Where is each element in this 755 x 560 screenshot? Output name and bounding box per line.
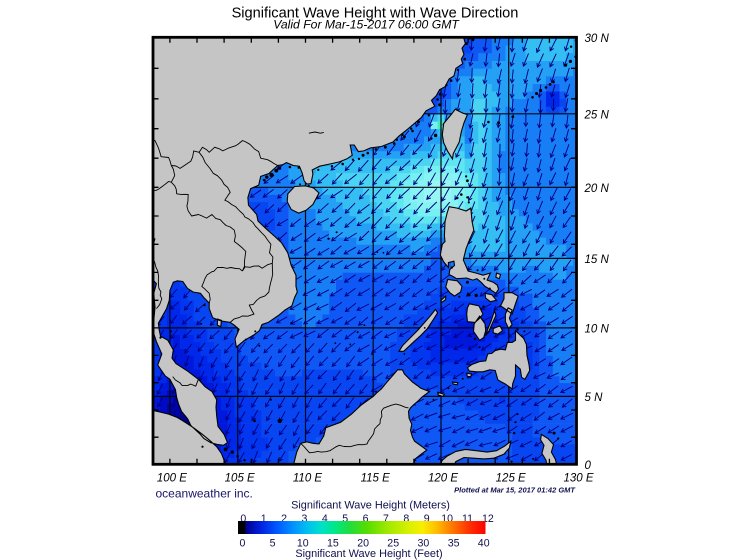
svg-text:5: 5 (270, 538, 276, 550)
svg-text:8: 8 (403, 513, 409, 525)
svg-text:40: 40 (478, 538, 490, 550)
svg-text:10: 10 (441, 513, 453, 525)
svg-text:15 N: 15 N (585, 254, 610, 266)
svg-text:11: 11 (462, 513, 473, 525)
svg-text:115 E: 115 E (361, 473, 391, 485)
svg-text:0: 0 (240, 538, 246, 550)
svg-text:Significant Wave Height with W: Significant Wave Height with Wave Direct… (232, 6, 519, 22)
svg-text:Plotted at Mar 15, 2017 01:42: Plotted at Mar 15, 2017 01:42 GMT (454, 486, 576, 495)
svg-text:1: 1 (261, 513, 267, 525)
svg-text:Significant Wave Height (Feet): Significant Wave Height (Feet) (295, 548, 442, 560)
svg-text:30: 30 (418, 538, 430, 550)
svg-text:7: 7 (383, 513, 389, 525)
svg-text:125 E: 125 E (496, 473, 526, 485)
svg-text:100 E: 100 E (157, 473, 187, 485)
svg-text:15: 15 (327, 538, 339, 550)
svg-text:105 E: 105 E (225, 473, 255, 485)
svg-text:0: 0 (240, 513, 246, 525)
svg-text:6: 6 (363, 513, 369, 525)
svg-text:Valid For Mar-15-2017 06:00 GM: Valid For Mar-15-2017 06:00 GMT (273, 18, 460, 32)
svg-text:12: 12 (482, 513, 494, 525)
svg-text:25 N: 25 N (584, 109, 610, 121)
svg-text:5: 5 (342, 513, 348, 525)
svg-text:10: 10 (297, 538, 309, 550)
svg-text:oceanweather inc.: oceanweather inc. (156, 487, 253, 501)
svg-text:0: 0 (585, 460, 592, 472)
svg-text:2: 2 (281, 513, 287, 525)
svg-text:20: 20 (357, 538, 369, 550)
svg-text:4: 4 (322, 513, 328, 525)
svg-text:5 N: 5 N (585, 392, 604, 404)
svg-text:130 E: 130 E (563, 473, 593, 485)
svg-text:Significant Wave Height (Meter: Significant Wave Height (Meters) (291, 500, 450, 512)
svg-text:30 N: 30 N (585, 33, 610, 45)
svg-text:3: 3 (301, 513, 307, 525)
svg-text:110 E: 110 E (293, 473, 323, 485)
svg-text:35: 35 (448, 538, 460, 550)
svg-text:120 E: 120 E (428, 473, 458, 485)
svg-text:9: 9 (424, 513, 430, 525)
svg-text:25: 25 (387, 538, 399, 550)
svg-text:10 N: 10 N (585, 323, 610, 335)
svg-text:20 N: 20 N (584, 183, 610, 195)
